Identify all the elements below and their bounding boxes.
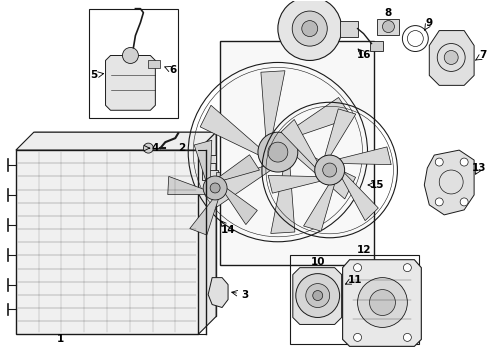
Text: 4: 4 xyxy=(152,143,159,153)
Circle shape xyxy=(122,48,138,63)
Bar xyxy=(148,60,160,68)
Polygon shape xyxy=(190,197,219,235)
Circle shape xyxy=(435,198,443,206)
Text: 16: 16 xyxy=(357,50,372,60)
Polygon shape xyxy=(271,166,295,234)
Polygon shape xyxy=(200,105,260,156)
Circle shape xyxy=(383,21,394,32)
Circle shape xyxy=(444,50,458,64)
Bar xyxy=(340,21,358,37)
Circle shape xyxy=(210,183,220,193)
Polygon shape xyxy=(194,140,212,183)
Text: 8: 8 xyxy=(385,8,392,18)
Polygon shape xyxy=(283,98,352,139)
Polygon shape xyxy=(295,148,356,199)
Text: 1: 1 xyxy=(57,334,64,345)
Circle shape xyxy=(435,158,443,166)
Polygon shape xyxy=(424,150,474,215)
Polygon shape xyxy=(224,187,257,225)
Circle shape xyxy=(313,291,323,301)
Polygon shape xyxy=(204,166,272,207)
Circle shape xyxy=(258,132,298,172)
Circle shape xyxy=(354,333,362,341)
Polygon shape xyxy=(168,176,208,195)
Text: 2: 2 xyxy=(179,143,186,153)
Circle shape xyxy=(460,158,468,166)
Circle shape xyxy=(203,176,227,200)
Circle shape xyxy=(403,333,412,341)
Polygon shape xyxy=(281,120,318,168)
Polygon shape xyxy=(16,132,216,150)
Circle shape xyxy=(306,284,330,307)
Text: 13: 13 xyxy=(472,163,487,173)
Polygon shape xyxy=(105,55,155,110)
Polygon shape xyxy=(16,150,198,334)
Polygon shape xyxy=(324,109,356,157)
Bar xyxy=(290,255,419,345)
Circle shape xyxy=(144,143,153,153)
Circle shape xyxy=(268,142,288,162)
Text: 11: 11 xyxy=(347,275,362,285)
Circle shape xyxy=(369,289,395,315)
Bar xyxy=(377,19,399,35)
Text: 5: 5 xyxy=(90,71,97,80)
Bar xyxy=(216,172,224,178)
Text: 9: 9 xyxy=(426,18,433,28)
Polygon shape xyxy=(304,183,335,231)
Bar xyxy=(220,41,374,265)
Circle shape xyxy=(292,11,327,46)
Circle shape xyxy=(403,264,412,272)
Bar xyxy=(202,170,218,180)
Polygon shape xyxy=(208,278,228,307)
Text: 7: 7 xyxy=(479,50,487,60)
Polygon shape xyxy=(34,132,216,316)
Text: 3: 3 xyxy=(242,289,248,300)
Polygon shape xyxy=(343,260,421,346)
Text: 14: 14 xyxy=(221,225,235,235)
Polygon shape xyxy=(261,71,285,139)
Circle shape xyxy=(354,264,362,272)
Polygon shape xyxy=(218,155,259,181)
Circle shape xyxy=(296,274,340,318)
Polygon shape xyxy=(198,132,216,334)
Circle shape xyxy=(302,21,318,37)
Circle shape xyxy=(315,155,344,185)
Polygon shape xyxy=(342,172,378,221)
Polygon shape xyxy=(268,175,321,193)
Circle shape xyxy=(278,0,342,60)
Bar xyxy=(89,9,178,118)
Text: 15: 15 xyxy=(370,180,385,190)
Text: 10: 10 xyxy=(311,257,325,267)
Polygon shape xyxy=(293,268,342,324)
Text: 12: 12 xyxy=(357,245,372,255)
Circle shape xyxy=(460,198,468,206)
Circle shape xyxy=(323,163,337,177)
Bar xyxy=(369,41,384,50)
Polygon shape xyxy=(338,147,391,165)
Polygon shape xyxy=(429,31,474,85)
Bar xyxy=(202,155,216,163)
Circle shape xyxy=(358,278,407,328)
Text: 6: 6 xyxy=(170,66,177,76)
